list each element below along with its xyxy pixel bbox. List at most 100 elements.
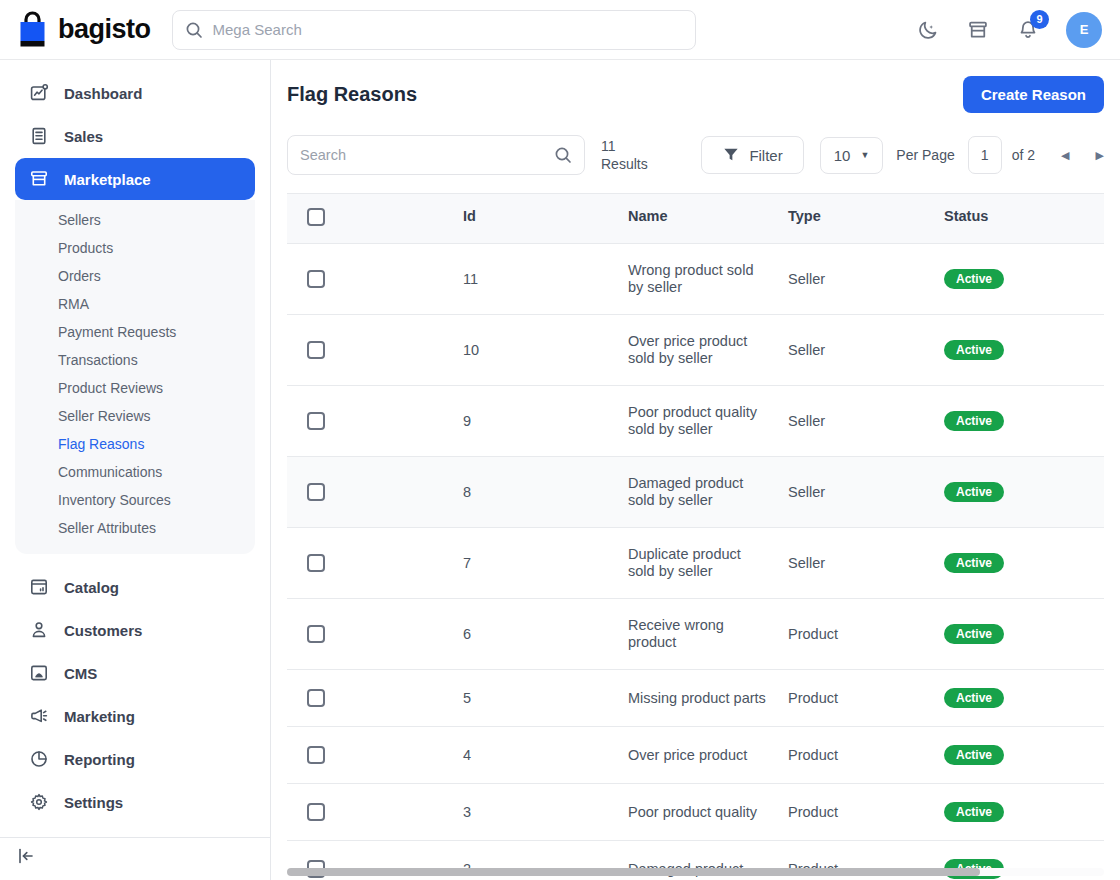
shopping-bag-logo-icon xyxy=(16,11,49,49)
cell-type: Seller xyxy=(788,528,944,598)
cell-type: Seller xyxy=(788,244,944,314)
sidebar-footer xyxy=(0,837,270,880)
sidebar-item-settings[interactable]: Settings xyxy=(15,781,255,823)
filter-funnel-icon xyxy=(722,146,740,164)
table-row[interactable]: 6 Receive wrong product Product Active xyxy=(287,599,1104,670)
submenu-item-orders[interactable]: Orders xyxy=(15,262,255,290)
submenu-item-communications[interactable]: Communications xyxy=(15,458,255,486)
table-row[interactable]: 5 Missing product parts Product Active xyxy=(287,670,1104,727)
sidebar-item-label: Settings xyxy=(64,794,123,811)
cell-type: Product xyxy=(788,784,944,840)
next-page-button[interactable]: ▶ xyxy=(1096,149,1104,162)
sidebar-item-reporting[interactable]: Reporting xyxy=(15,738,255,780)
logo-text: bagisto xyxy=(58,14,151,45)
table-row[interactable]: 4 Over price product Product Active xyxy=(287,727,1104,784)
top-bar: bagisto xyxy=(0,0,1120,60)
submenu-item-inventory-sources[interactable]: Inventory Sources xyxy=(15,486,255,514)
submenu-item-product-reviews[interactable]: Product Reviews xyxy=(15,374,255,402)
table-row[interactable]: 9 Poor product quality sold by seller Se… xyxy=(287,386,1104,457)
current-page-box[interactable]: 1 xyxy=(968,136,1002,174)
cell-name: Damaged product sold by seller xyxy=(628,457,788,527)
table-row[interactable]: 11 Wrong product sold by seller Seller A… xyxy=(287,244,1104,315)
results-count: 11 Results xyxy=(601,137,659,173)
submenu-item-payment-requests[interactable]: Payment Requests xyxy=(15,318,255,346)
bagisto-logo[interactable]: bagisto xyxy=(16,11,151,49)
mega-search-input[interactable] xyxy=(172,10,696,50)
status-badge: Active xyxy=(944,411,1004,431)
cms-icon xyxy=(28,662,50,684)
sidebar-item-sales[interactable]: Sales xyxy=(15,115,255,157)
cell-type: Product xyxy=(788,670,944,726)
sidebar-item-cms[interactable]: CMS xyxy=(15,652,255,694)
create-reason-button[interactable]: Create Reason xyxy=(963,76,1104,113)
cell-id: 8 xyxy=(463,457,628,527)
submenu-item-seller-reviews[interactable]: Seller Reviews xyxy=(15,402,255,430)
status-badge: Active xyxy=(944,553,1004,573)
row-checkbox[interactable] xyxy=(307,554,325,572)
filter-button-label: Filter xyxy=(749,147,782,164)
table-row[interactable]: 10 Over price product sold by seller Sel… xyxy=(287,315,1104,386)
select-all-checkbox[interactable] xyxy=(307,208,325,226)
row-checkbox[interactable] xyxy=(307,689,325,707)
customers-icon xyxy=(28,619,50,641)
row-checkbox[interactable] xyxy=(307,625,325,643)
table-row[interactable]: 7 Duplicate product sold by seller Selle… xyxy=(287,528,1104,599)
status-badge: Active xyxy=(944,688,1004,708)
settings-gear-icon xyxy=(28,791,50,813)
results-count-label: Results xyxy=(601,155,659,173)
sidebar-item-label: Sales xyxy=(64,128,103,145)
user-avatar[interactable]: E xyxy=(1066,12,1102,48)
status-badge: Active xyxy=(944,340,1004,360)
sidebar-item-marketing[interactable]: Marketing xyxy=(15,695,255,737)
main-content: Flag Reasons Create Reason 11 Results xyxy=(271,60,1120,880)
cell-type: Seller xyxy=(788,315,944,385)
chevron-down-icon: ▼ xyxy=(860,150,869,160)
row-checkbox[interactable] xyxy=(307,412,325,430)
results-count-number: 11 xyxy=(601,137,659,155)
submenu-item-transactions[interactable]: Transactions xyxy=(15,346,255,374)
submenu-item-seller-attributes[interactable]: Seller Attributes xyxy=(15,514,255,542)
sidebar-item-marketplace[interactable]: Marketplace xyxy=(15,158,255,200)
cell-name: Over price product sold by seller xyxy=(628,315,788,385)
submenu-item-flag-reasons[interactable]: Flag Reasons xyxy=(15,430,255,458)
submenu-item-sellers[interactable]: Sellers xyxy=(15,206,255,234)
submenu-item-rma[interactable]: RMA xyxy=(15,290,255,318)
sidebar-item-customers[interactable]: Customers xyxy=(15,609,255,651)
table-row[interactable]: 3 Poor product quality Product Active xyxy=(287,784,1104,841)
search-icon xyxy=(184,20,204,40)
status-badge: Active xyxy=(944,624,1004,644)
sidebar-item-dashboard[interactable]: Dashboard xyxy=(15,72,255,114)
table-search-input[interactable] xyxy=(287,135,585,175)
row-checkbox[interactable] xyxy=(307,746,325,764)
table-row[interactable]: 8 Damaged product sold by seller Seller … xyxy=(287,457,1104,528)
cell-name: Receive wrong product xyxy=(628,599,788,669)
cell-id: 4 xyxy=(463,727,628,783)
sidebar-item-catalog[interactable]: Catalog xyxy=(15,566,255,608)
collapse-sidebar-icon[interactable] xyxy=(16,846,36,866)
row-checkbox[interactable] xyxy=(307,483,325,501)
horizontal-scrollbar-thumb[interactable] xyxy=(287,868,980,876)
store-icon[interactable] xyxy=(966,18,990,42)
previous-page-button[interactable]: ◀ xyxy=(1061,149,1069,162)
sidebar-item-label: Marketplace xyxy=(64,171,151,188)
per-page-value: 10 xyxy=(834,147,851,164)
sidebar-item-label: Marketing xyxy=(64,708,135,725)
filter-button[interactable]: Filter xyxy=(701,136,803,174)
cell-id: 11 xyxy=(463,244,628,314)
row-checkbox[interactable] xyxy=(307,341,325,359)
cell-name: Over price product xyxy=(628,727,788,783)
status-badge: Active xyxy=(944,745,1004,765)
dark-mode-icon[interactable] xyxy=(916,18,940,42)
search-icon[interactable] xyxy=(553,145,573,165)
horizontal-scrollbar-track[interactable] xyxy=(287,868,1104,876)
submenu-item-products[interactable]: Products xyxy=(15,234,255,262)
cell-type: Product xyxy=(788,727,944,783)
row-checkbox[interactable] xyxy=(307,803,325,821)
status-badge: Active xyxy=(944,482,1004,502)
per-page-dropdown[interactable]: 10 ▼ xyxy=(820,137,884,174)
column-header-status: Status xyxy=(944,194,1104,243)
datagrid-toolbar: 11 Results Filter 10 ▼ Per Page 1 xyxy=(287,135,1104,175)
notifications-bell-icon[interactable]: 9 xyxy=(1016,18,1040,42)
row-checkbox[interactable] xyxy=(307,270,325,288)
sidebar-item-label: Dashboard xyxy=(64,85,142,102)
